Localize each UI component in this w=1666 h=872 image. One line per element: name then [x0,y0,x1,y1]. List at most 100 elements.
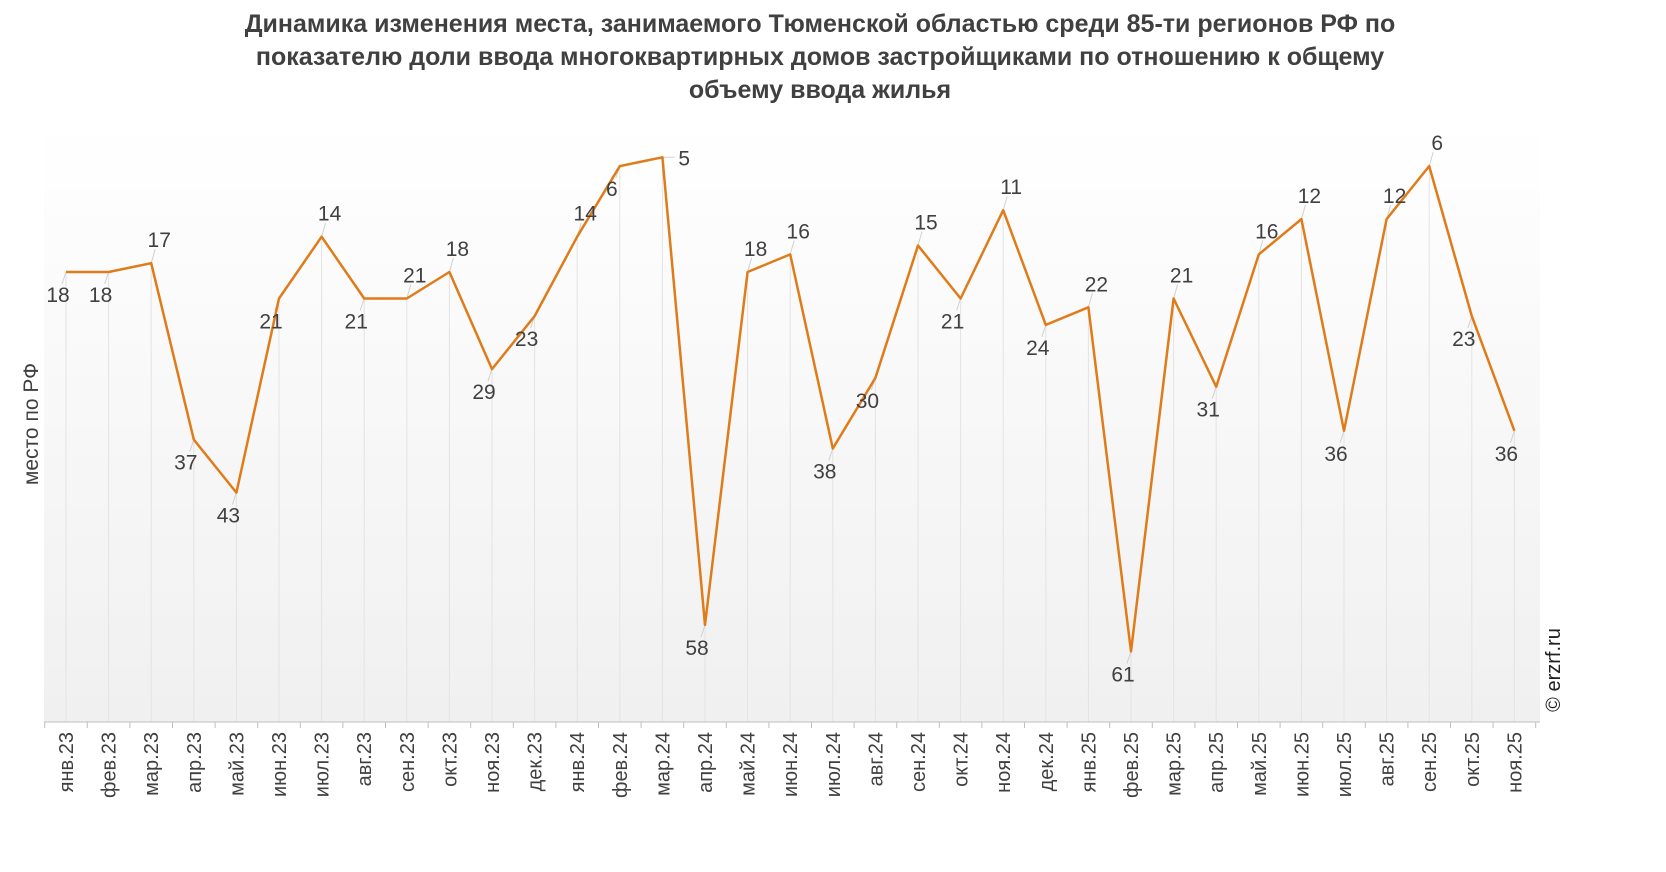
x-tick-label: ноя.24 [993,732,1015,793]
x-tick-label: июл.25 [1334,732,1356,797]
leader-line [1211,386,1217,399]
point-label: 21 [259,310,282,333]
point-label: 31 [1197,399,1220,422]
leader-line [956,298,962,311]
leader-line [104,271,110,285]
x-tick-label: сен.24 [908,732,930,792]
leader-line [1087,293,1093,308]
chart-title-line-2: показателю доли ввода многоквартирных до… [255,43,1385,71]
x-tick-label: фев.23 [99,732,121,798]
point-label: 21 [1170,264,1193,287]
point-label: 24 [1026,337,1050,360]
leader-line [700,624,706,638]
point-label: 12 [1298,185,1321,208]
point-label: 23 [1452,328,1475,351]
x-tick-label: окт.25 [1462,732,1484,787]
x-tick-label: апр.24 [695,732,717,793]
point-label: 18 [46,284,69,307]
x-tick-label: мар.23 [141,732,163,796]
point-label: 6 [1431,132,1443,155]
leader-line [1002,196,1008,211]
leader-line [1467,315,1473,329]
point-label: 21 [345,310,368,333]
series-line [66,156,1516,653]
grid-lines [65,157,1515,722]
point-label: 16 [1255,220,1278,243]
leader-line [448,257,454,273]
leader-line [61,271,67,285]
x-tick-label: июн.24 [780,732,802,797]
leader-line [1041,324,1047,338]
x-tick-label: янв.24 [567,732,589,792]
leader-line [747,257,753,273]
x-tick-label: дек.24 [1036,732,1058,791]
point-label: 61 [1111,663,1134,686]
leader-line [1428,151,1434,167]
point-label: 18 [446,238,469,261]
x-tick-label: сен.25 [1419,732,1441,792]
point-label: 14 [574,203,598,226]
point-label: 21 [403,264,426,287]
point-label: 29 [472,381,495,404]
x-tick-label: май.24 [738,732,760,796]
point-label: 58 [685,637,708,660]
x-tick-label: июн.23 [269,732,291,797]
plot-area [44,122,1540,722]
point-label: 23 [515,328,538,351]
x-tick-label: мар.24 [652,732,674,796]
x-tick-label: авг.25 [1377,732,1399,786]
x-tick-label: мар.25 [1164,732,1186,796]
copyright-text: © erzrf.ru [1543,628,1565,712]
x-tick-label: сен.23 [397,732,419,792]
leader-line [1258,240,1264,255]
leader-line [1509,430,1515,443]
x-tick-label: дек.23 [525,732,547,791]
leader-line [487,368,493,382]
x-tick-label: июн.25 [1291,732,1313,797]
leader-line [1173,284,1179,299]
point-label: 18 [744,238,767,261]
chart-title-line-1: Динамика изменения места, занимаемого Тю… [244,10,1396,38]
point-label: 36 [1495,443,1518,466]
leader-line [189,439,195,452]
x-tick-label: авг.24 [865,732,887,786]
point-label: 43 [217,505,240,528]
leader-line [321,222,327,237]
leader-line [406,284,412,299]
point-label: 6 [606,178,618,201]
leader-line [1300,204,1306,220]
x-tick-label: фев.24 [610,732,632,798]
point-label: 22 [1085,273,1108,296]
leader-line [150,249,156,264]
point-label: 36 [1324,443,1347,466]
leader-line [1339,430,1345,443]
leader-line [917,231,923,246]
point-label: 21 [941,310,964,333]
point-label: 16 [787,220,810,243]
x-tick-label: янв.23 [56,732,78,792]
x-tick-label: апр.25 [1206,732,1228,793]
leader-line [359,298,365,311]
x-axis-ticks [44,722,1537,728]
x-tick-label: июл.23 [312,732,334,797]
point-label: 15 [914,212,937,235]
point-label: 17 [148,229,171,252]
x-tick-label: ноя.23 [482,732,504,793]
point-label: 37 [174,452,197,475]
point-label: 18 [89,284,112,307]
point-label: 5 [678,147,690,170]
point-label: 12 [1383,185,1406,208]
x-tick-label: май.25 [1249,732,1271,796]
x-tick-label: янв.25 [1078,732,1100,792]
point-labels: 18 18 17 37 43 21 14 21 21 18 29 23 14 6 5 58 18 16 38 30 15… [46,132,1518,686]
x-tick-label: фев.25 [1121,732,1143,798]
point-label: 11 [1000,176,1022,199]
point-label: 38 [813,460,836,483]
leader-line [789,240,795,255]
leader-line [1126,651,1132,664]
y-axis-title: место по РФ [20,363,43,485]
chart-title: Динамика изменения места, занимаемого Тю… [130,8,1510,107]
leader-line [828,448,834,461]
x-tick-label: май.23 [226,732,248,796]
